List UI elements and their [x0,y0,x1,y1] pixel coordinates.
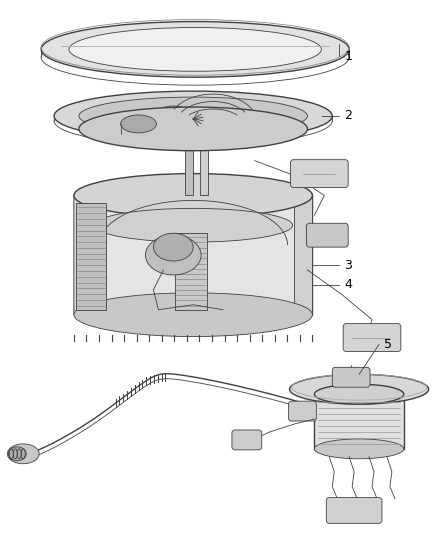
Ellipse shape [290,374,429,404]
Ellipse shape [94,208,293,242]
FancyBboxPatch shape [343,324,401,351]
Bar [175,233,207,310]
Ellipse shape [74,293,312,336]
Polygon shape [314,394,404,449]
Ellipse shape [79,107,307,151]
Ellipse shape [41,21,349,77]
Text: 2: 2 [344,109,352,123]
Text: 3: 3 [344,259,352,271]
Ellipse shape [314,439,404,459]
Ellipse shape [120,115,156,133]
Text: 1: 1 [344,50,352,63]
Bar [185,136,193,196]
Ellipse shape [54,91,332,141]
FancyBboxPatch shape [332,367,370,387]
Ellipse shape [153,233,193,261]
FancyBboxPatch shape [289,401,316,421]
FancyBboxPatch shape [232,430,262,450]
Ellipse shape [155,106,191,122]
Polygon shape [74,196,92,320]
Ellipse shape [7,444,39,464]
Polygon shape [294,196,312,320]
Ellipse shape [314,384,404,404]
Text: 4: 4 [344,278,352,292]
FancyBboxPatch shape [290,160,348,188]
Polygon shape [74,196,312,314]
Text: 5: 5 [384,338,392,351]
FancyBboxPatch shape [307,223,348,247]
Ellipse shape [79,97,307,135]
Ellipse shape [145,235,201,275]
Ellipse shape [8,447,26,461]
Bar [200,136,208,196]
Ellipse shape [74,174,312,217]
Ellipse shape [69,28,321,71]
Bar [76,204,106,310]
FancyBboxPatch shape [326,497,382,523]
